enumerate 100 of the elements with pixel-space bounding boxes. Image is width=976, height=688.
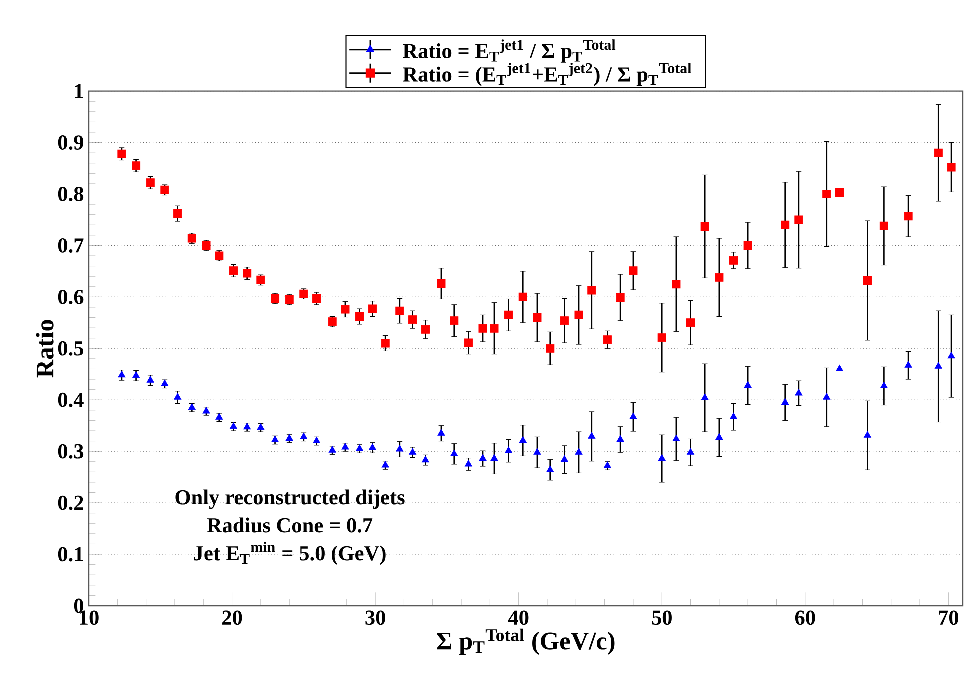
y-tick-label: 0.1 bbox=[58, 547, 84, 562]
y-tick-label: 0.2 bbox=[58, 496, 84, 510]
point bbox=[146, 178, 155, 188]
point bbox=[603, 336, 612, 344]
point bbox=[272, 436, 279, 443]
point bbox=[174, 210, 182, 218]
point bbox=[947, 163, 956, 172]
y-tick-label: 0.4 bbox=[58, 392, 84, 408]
point bbox=[216, 413, 224, 420]
point bbox=[504, 310, 514, 320]
point bbox=[464, 338, 473, 348]
point bbox=[574, 310, 584, 320]
point bbox=[505, 446, 513, 454]
point bbox=[342, 443, 350, 450]
y-tick-label: 1 bbox=[75, 84, 84, 98]
point bbox=[256, 276, 266, 284]
point bbox=[132, 162, 141, 170]
point bbox=[863, 276, 872, 285]
point bbox=[604, 462, 612, 468]
point bbox=[560, 316, 569, 326]
point bbox=[658, 454, 666, 462]
x-tick-label: 70 bbox=[939, 610, 959, 626]
point bbox=[409, 448, 417, 455]
point bbox=[161, 380, 169, 386]
point bbox=[534, 448, 542, 455]
point bbox=[575, 448, 583, 455]
point bbox=[478, 324, 488, 333]
point bbox=[782, 398, 790, 405]
point bbox=[864, 431, 872, 438]
point bbox=[948, 352, 956, 359]
point bbox=[629, 266, 638, 276]
point bbox=[381, 339, 390, 348]
y-tick-label: 0.6 bbox=[58, 290, 84, 304]
point bbox=[823, 393, 831, 400]
x-axis-title: Σ p$_{T}$$^{Total}$ (GeV/c) bbox=[437, 628, 615, 655]
point bbox=[934, 362, 942, 369]
point bbox=[146, 376, 154, 383]
point bbox=[270, 294, 280, 303]
point bbox=[519, 436, 527, 444]
point bbox=[672, 280, 681, 289]
point bbox=[730, 412, 738, 420]
point bbox=[588, 432, 596, 439]
point bbox=[188, 404, 196, 410]
point bbox=[174, 393, 182, 400]
point bbox=[490, 324, 499, 333]
point bbox=[368, 304, 377, 314]
x-tick-label: 50 bbox=[652, 610, 672, 626]
point bbox=[341, 305, 350, 314]
point bbox=[118, 150, 126, 158]
point bbox=[437, 280, 446, 288]
point bbox=[396, 306, 404, 316]
point bbox=[630, 412, 638, 420]
point bbox=[286, 434, 294, 441]
point bbox=[795, 389, 803, 396]
point bbox=[546, 344, 555, 353]
point bbox=[300, 432, 308, 440]
point bbox=[533, 314, 542, 322]
point bbox=[904, 361, 912, 368]
point bbox=[880, 222, 888, 230]
point bbox=[672, 434, 680, 442]
point bbox=[202, 407, 210, 414]
point bbox=[464, 460, 472, 467]
point bbox=[701, 394, 709, 400]
point bbox=[229, 266, 238, 276]
point bbox=[438, 429, 446, 436]
point bbox=[132, 372, 140, 378]
point bbox=[560, 456, 568, 462]
point bbox=[616, 293, 625, 302]
point bbox=[408, 316, 418, 324]
x-tick-label: 20 bbox=[222, 610, 242, 626]
point bbox=[934, 148, 943, 158]
y-tick-label: 0.7 bbox=[58, 238, 84, 253]
point bbox=[744, 241, 752, 250]
point bbox=[257, 424, 265, 430]
point bbox=[836, 188, 844, 197]
point bbox=[312, 294, 322, 303]
point bbox=[588, 286, 596, 295]
point bbox=[744, 381, 752, 388]
point bbox=[450, 450, 458, 456]
annotation: Radius Cone = 0.7 bbox=[207, 518, 373, 533]
point bbox=[356, 312, 364, 322]
point bbox=[421, 325, 430, 334]
x-tick-label: 60 bbox=[795, 610, 816, 626]
point bbox=[244, 423, 252, 430]
point bbox=[781, 220, 790, 230]
point bbox=[794, 216, 804, 224]
x-tick-label: 40 bbox=[508, 610, 529, 626]
point bbox=[700, 222, 710, 231]
point bbox=[716, 433, 724, 440]
point bbox=[616, 435, 624, 442]
point bbox=[479, 454, 487, 462]
point bbox=[715, 273, 724, 282]
point bbox=[243, 269, 252, 278]
point bbox=[518, 292, 528, 302]
point bbox=[904, 212, 913, 221]
point bbox=[313, 437, 321, 444]
point bbox=[687, 448, 695, 455]
point bbox=[822, 190, 832, 199]
point bbox=[230, 422, 238, 430]
text: Ratio = (E$_{T}$$^{jet1}$+E$_{T}$$^{jet2}$) / Σ p$_{T}$Total bbox=[403, 62, 692, 86]
